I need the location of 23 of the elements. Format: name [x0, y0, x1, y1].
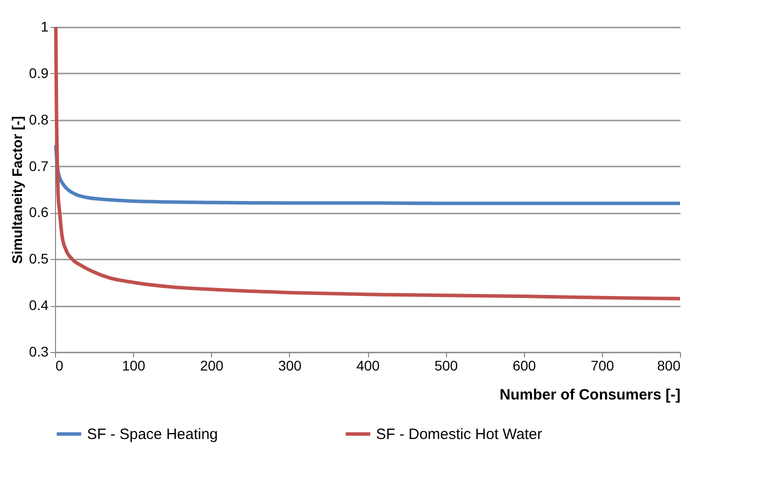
legend-label: SF - Space Heating: [87, 426, 218, 443]
x-axis-title: Number of Consumers [-]: [500, 386, 681, 404]
line-series: [54, 144, 682, 206]
x-tick-label: 400: [356, 358, 380, 374]
x-tick-label: 800: [657, 358, 681, 374]
y-tick-label: 0.5: [29, 250, 49, 267]
x-tick-label: 300: [278, 358, 302, 374]
x-tick-label: 0: [56, 358, 64, 374]
x-tick-label: 500: [434, 358, 458, 374]
line-series: [54, 25, 682, 300]
y-tick-label: 1: [40, 18, 49, 34]
y-tick-label: 0.9: [29, 64, 49, 81]
y-tick-label: 0.8: [29, 111, 49, 128]
y-tick-label: 0.7: [29, 158, 49, 174]
y-tick-label: 0.6: [29, 204, 49, 220]
legend-label: SF - Domestic Hot Water: [376, 426, 542, 443]
y-tick-label: 0.4: [29, 297, 49, 314]
x-tick-label: 100: [122, 358, 146, 374]
x-tick-label: 200: [200, 358, 224, 374]
x-tick-label: 700: [590, 358, 614, 374]
x-tick-label: 600: [512, 358, 536, 374]
y-axis-title: Simultaneity Factor [-]: [9, 116, 26, 264]
y-tick-label: 0.3: [29, 344, 49, 360]
